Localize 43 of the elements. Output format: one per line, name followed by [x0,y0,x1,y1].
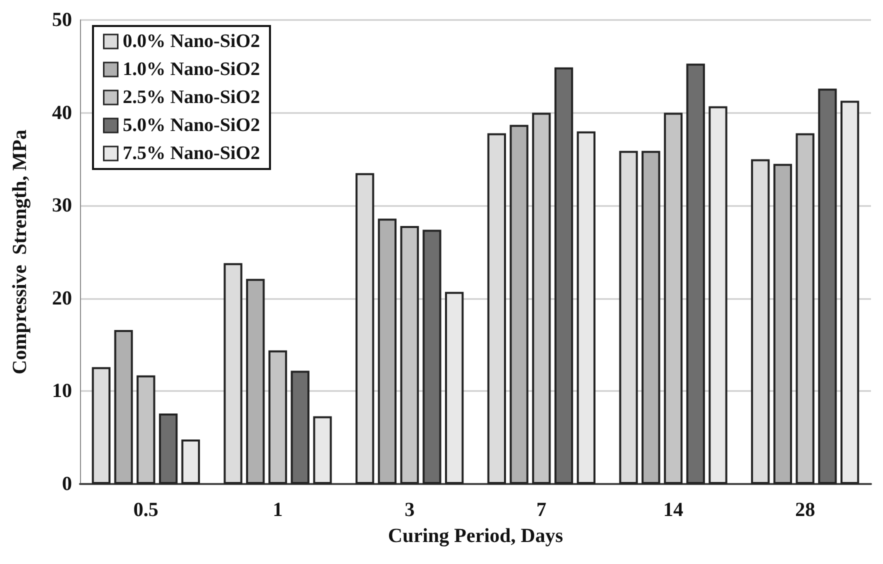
bar [92,367,111,484]
y-tick-label: 0 [62,473,72,495]
bar [290,370,310,484]
legend-label: 0.0% Nano-SiO2 [122,31,260,52]
x-tick-label: 0.5 [133,499,158,521]
y-tick-label: 50 [52,9,72,31]
y-axis-title: Compressive Strength, MPa [9,130,31,374]
bar [444,292,464,484]
y-tick-label: 10 [52,380,72,402]
bar [313,416,332,484]
x-tick-label: 3 [404,499,415,521]
x-axis-title: Curing Period, Days [388,525,564,547]
bar [619,150,638,484]
bar [224,263,242,484]
legend-label: 5.0% Nano-SiO2 [122,115,260,136]
legend-label: 1.0% Nano-SiO2 [122,59,260,80]
bar [487,133,506,484]
bar [840,100,860,484]
y-tick-label: 30 [52,194,72,217]
bar [576,131,596,484]
bar [246,278,265,484]
bar [181,439,200,484]
bar [422,230,442,484]
bar [708,106,728,484]
bar [686,64,705,484]
x-tick-label: 7 [536,499,546,521]
bar [751,159,770,484]
bar [818,88,837,484]
bar [642,150,660,484]
legend-label: 2.5% Nano-SiO2 [122,87,260,108]
x-tick-label: 1 [272,499,283,521]
y-tick-label: 40 [52,102,72,124]
x-tick-label: 14 [663,499,684,521]
bar [554,67,574,484]
bar [378,218,397,484]
bar [158,413,178,484]
legend-label: 7.5% Nano-SiO2 [122,143,260,164]
bar [114,330,133,484]
x-tick-label: 28 [795,499,816,521]
bar [773,164,792,484]
bar [510,124,528,484]
y-tick-label: 20 [52,287,72,310]
bar [356,173,374,484]
